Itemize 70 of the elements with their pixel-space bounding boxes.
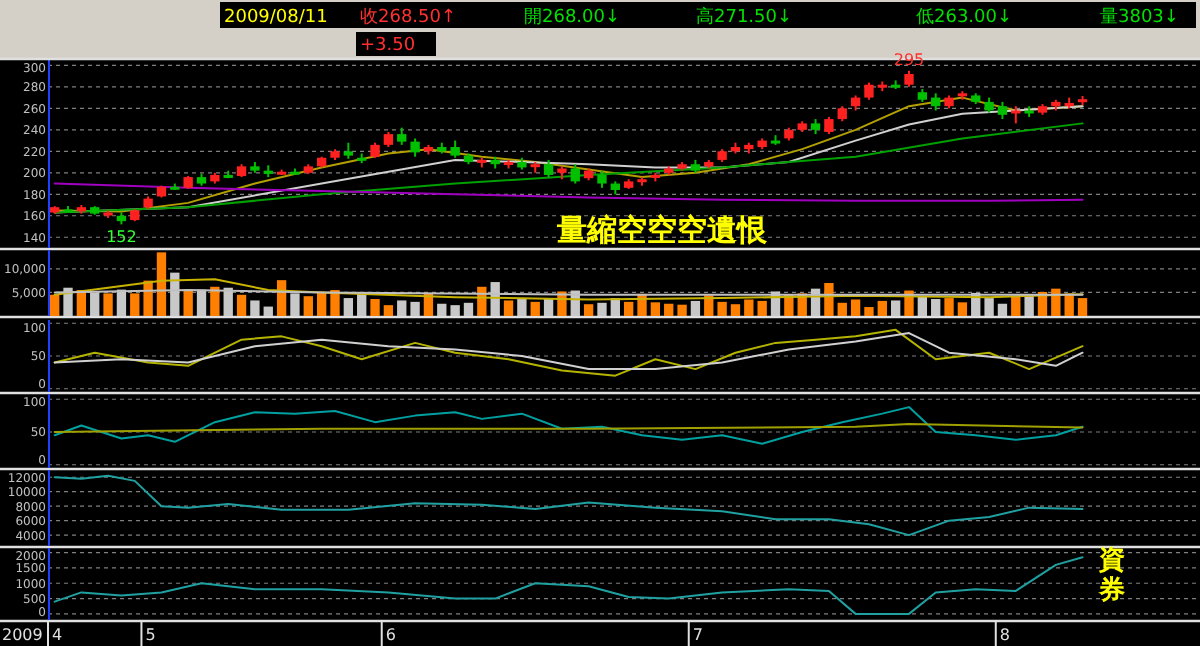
bar (957, 302, 968, 316)
text: 高271.50↓ (696, 6, 793, 28)
x-tick-label: 4 (52, 626, 63, 644)
x-tick-label: 5 (145, 626, 156, 644)
bar (397, 300, 407, 316)
bar (944, 298, 954, 316)
text: 2009/08/11 (224, 8, 328, 28)
bar (503, 300, 514, 316)
bar (103, 293, 113, 316)
bar (717, 301, 727, 316)
text: +3.50 (360, 36, 416, 56)
text: 開268.00↓ (524, 6, 621, 28)
bar (824, 283, 834, 316)
bar (156, 252, 167, 316)
candlestick (570, 163, 580, 185)
bar (890, 300, 901, 316)
bar (664, 303, 674, 316)
bar (130, 293, 140, 316)
text: 量3803↓ (1100, 6, 1179, 28)
bar (50, 294, 60, 316)
bar (450, 305, 460, 316)
bar (343, 298, 354, 316)
bar (370, 299, 380, 316)
bar (530, 301, 540, 316)
bar (437, 303, 447, 316)
bar (1064, 293, 1074, 316)
bar (316, 292, 327, 316)
text: 收268.50↑ (360, 6, 457, 28)
x-tick-label: 7 (692, 626, 703, 644)
bar (850, 299, 861, 316)
bar (583, 304, 594, 316)
bar (263, 306, 273, 316)
line-series (53, 556, 1084, 615)
bar (677, 304, 687, 316)
bar (757, 300, 767, 316)
bar (624, 301, 634, 316)
bar (730, 304, 741, 316)
text: 低263.00↓ (916, 6, 1013, 28)
bar (183, 289, 193, 316)
bar (250, 300, 260, 316)
x-tick-label: 8 (999, 626, 1010, 644)
bar (997, 303, 1008, 316)
candlestick (410, 137, 420, 158)
x-tick-label: 6 (385, 626, 396, 644)
bar (744, 299, 754, 316)
bar (864, 307, 874, 316)
bar (210, 286, 220, 316)
bar (517, 299, 527, 316)
line-series (53, 182, 1084, 202)
bar (330, 290, 340, 316)
bar (383, 305, 394, 316)
x-axis-title: 2009 (2, 626, 43, 644)
line-series (53, 474, 1084, 537)
annotation: 量縮空空空遺恨 (555, 212, 769, 248)
text: 資券 (1097, 546, 1125, 606)
bar (690, 300, 701, 316)
bar (597, 302, 607, 316)
bar (1011, 295, 1021, 316)
bar (303, 296, 313, 316)
bar (410, 301, 420, 316)
bar (1077, 298, 1088, 316)
bar (463, 302, 474, 316)
line-series (53, 278, 1084, 301)
bar (236, 294, 247, 316)
bar (650, 302, 661, 316)
bar (877, 300, 887, 316)
line-series (53, 122, 1084, 214)
annotation: 152 (106, 228, 137, 247)
line-series (53, 406, 1084, 445)
bar (837, 302, 847, 316)
